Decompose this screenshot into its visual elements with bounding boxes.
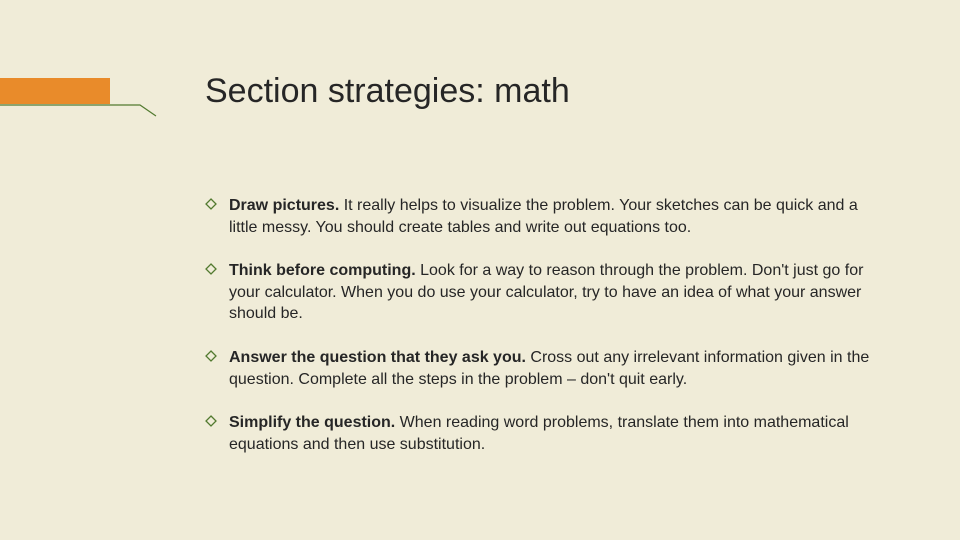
bullet-list: Draw pictures. It really helps to visual… bbox=[205, 195, 885, 477]
list-item: Answer the question that they ask you. C… bbox=[205, 347, 885, 390]
diamond-bullet-icon bbox=[205, 350, 219, 364]
slide-title: Section strategies: math bbox=[205, 72, 570, 111]
list-item-lead: Simplify the question. bbox=[229, 414, 395, 431]
list-item: Simplify the question. When reading word… bbox=[205, 412, 885, 455]
accent-divider-line bbox=[0, 103, 160, 117]
diamond-bullet-icon bbox=[205, 415, 219, 429]
list-item-text: Simplify the question. When reading word… bbox=[229, 412, 885, 455]
list-item-text: Think before computing. Look for a way t… bbox=[229, 260, 885, 325]
list-item-lead: Draw pictures. bbox=[229, 197, 339, 214]
list-item: Draw pictures. It really helps to visual… bbox=[205, 195, 885, 238]
list-item-lead: Think before computing. bbox=[229, 262, 416, 279]
list-item-text: Draw pictures. It really helps to visual… bbox=[229, 195, 885, 238]
accent-bar bbox=[0, 78, 110, 104]
diamond-bullet-icon bbox=[205, 263, 219, 277]
list-item-text: Answer the question that they ask you. C… bbox=[229, 347, 885, 390]
list-item: Think before computing. Look for a way t… bbox=[205, 260, 885, 325]
list-item-lead: Answer the question that they ask you. bbox=[229, 349, 526, 366]
diamond-bullet-icon bbox=[205, 198, 219, 212]
